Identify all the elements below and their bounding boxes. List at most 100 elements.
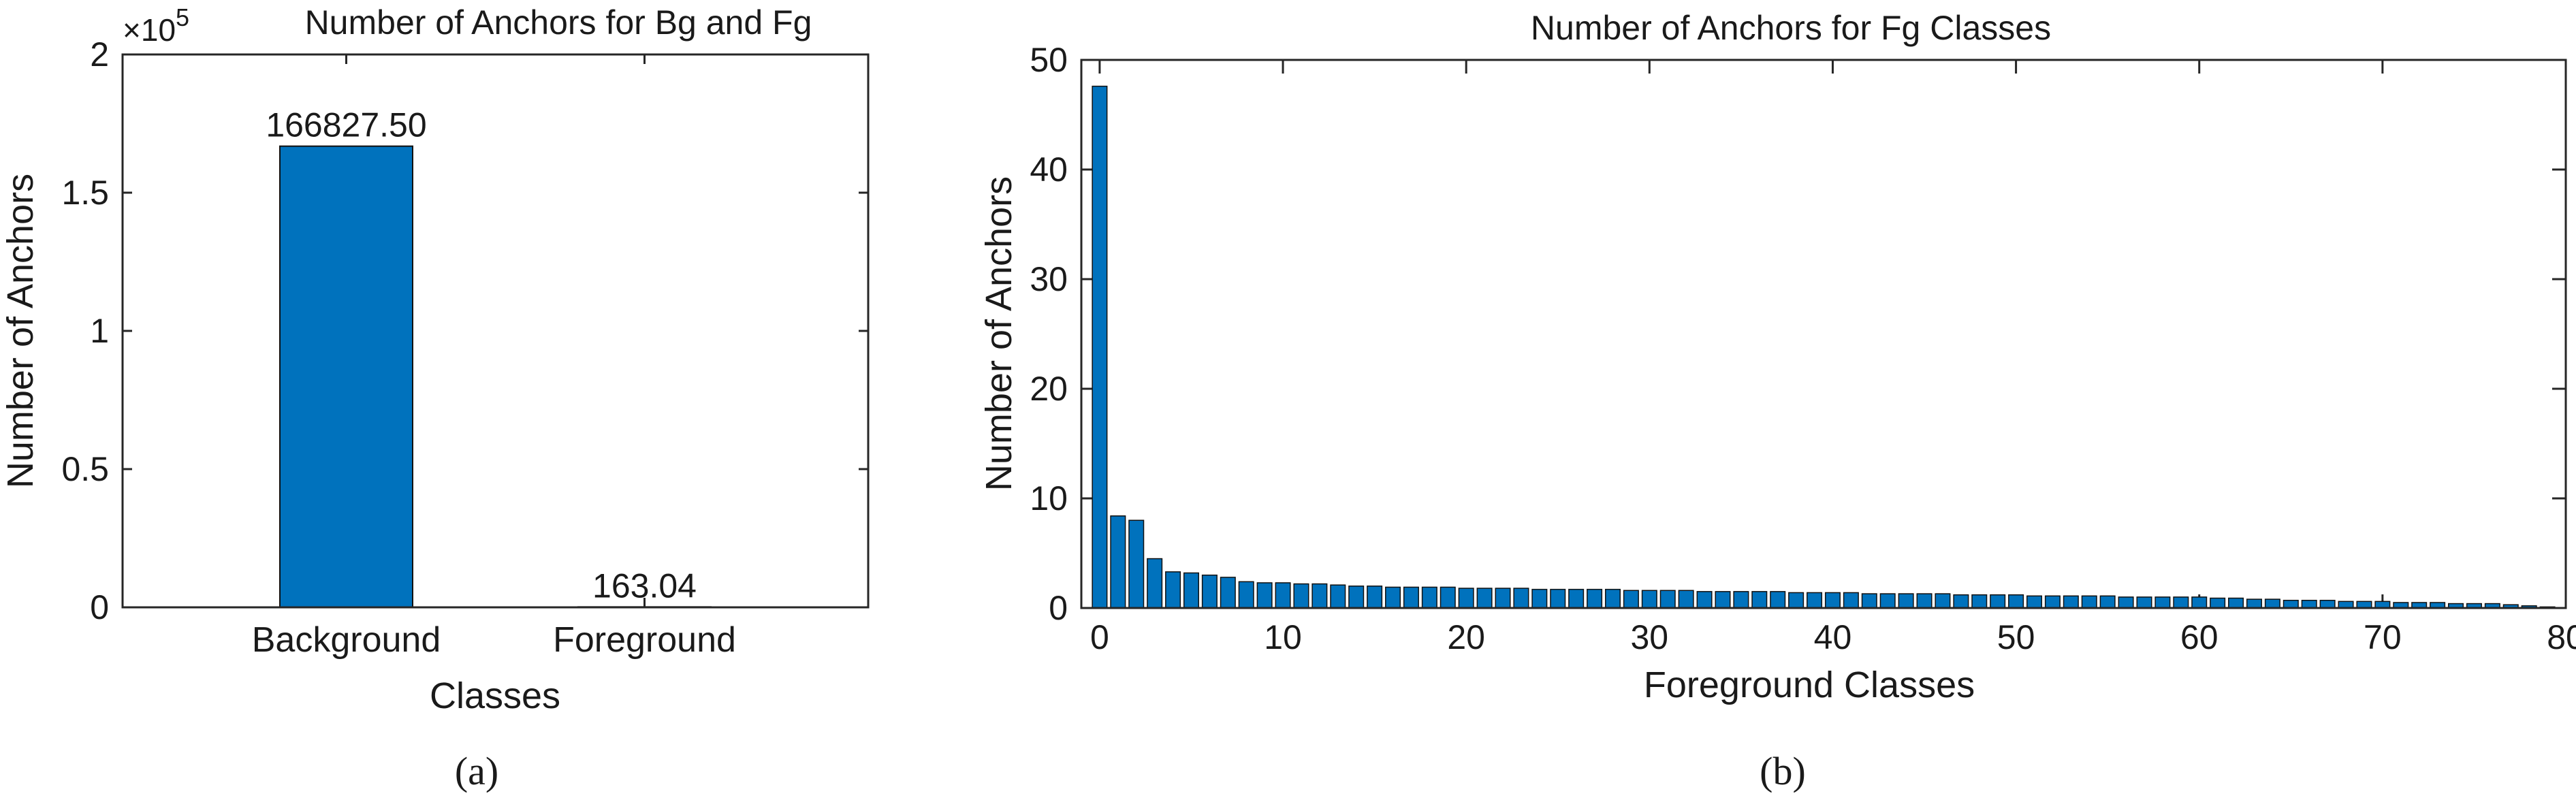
chart-b-bar — [1293, 583, 1309, 609]
chart-b-bar — [1238, 581, 1254, 609]
chart-b-bar — [1476, 588, 1493, 609]
chart-b-bar — [1256, 582, 1273, 609]
chart-b-bar — [2154, 596, 2171, 609]
chart-b-bar — [1587, 588, 1603, 609]
chart-b-bar — [1531, 588, 1548, 609]
chart-b-x-tick-label: 20 — [1447, 618, 1485, 656]
chart-b-bars — [1092, 85, 2556, 609]
chart-a-panel-caption: (a) — [455, 749, 498, 793]
chart-b-bar — [2246, 598, 2262, 609]
chart-b-bar — [1953, 594, 1969, 609]
chart-a-x-tick-label: Foreground — [553, 620, 736, 660]
chart-b-y-ticks: 0 10 20 30 40 50 — [1030, 41, 2566, 627]
chart-b-x-tick-label: 40 — [1814, 618, 1852, 656]
chart-b-bar — [1330, 584, 1346, 609]
chart-b-bar — [2228, 597, 2244, 609]
chart-b-bar — [2264, 598, 2280, 609]
chart-b-bar — [1604, 588, 1621, 609]
chart-b-bar — [1348, 586, 1365, 609]
chart-a-data-label: 163.04 — [592, 566, 697, 605]
chart-b-x-tick-label: 50 — [1997, 618, 2035, 656]
chart-b-y-tick-label: 30 — [1030, 260, 1068, 298]
chart-b-bar — [2063, 595, 2079, 609]
chart-b-bar — [1807, 592, 1823, 609]
chart-b-bar — [1275, 582, 1291, 609]
chart-b-bar — [1128, 519, 1145, 609]
chart-b-bar — [1935, 593, 1951, 609]
chart-b-axes-box — [1080, 59, 2567, 609]
chart-b-title: Number of Anchors for Fg Classes — [1531, 9, 2051, 47]
chart-b-bar — [1843, 592, 1859, 609]
chart-a-y-tick-label: 2 — [90, 35, 109, 74]
chart-b-bar — [1898, 593, 1914, 609]
chart-a-y-exponent-label: ×105 — [123, 3, 189, 48]
chart-b-bar — [1916, 593, 1933, 609]
chart-b-bar — [1458, 588, 1474, 609]
chart-b-bar — [1513, 588, 1529, 609]
chart-b-bar — [2081, 595, 2097, 609]
chart-b-bar — [1715, 591, 1731, 609]
chart-b-bar — [1147, 558, 1163, 609]
chart-b-y-axis-label: Number of Anchors — [979, 176, 1019, 491]
chart-b-bar — [2283, 599, 2299, 609]
chart-b-bar — [1678, 590, 1694, 609]
chart-b-bar — [1550, 588, 1566, 609]
chart-b-bar — [1421, 586, 1437, 609]
chart-b-bar — [1385, 586, 1401, 609]
chart-b-bar — [1165, 571, 1181, 609]
chart-b-x-tick-label: 0 — [1090, 618, 1109, 656]
chart-b-panel-caption: (b) — [1760, 749, 1806, 793]
chart-a-title: Number of Anchors for Bg and Fg — [305, 3, 812, 42]
chart-a-data-label: 166827.50 — [266, 106, 426, 144]
chart-b-bar — [1568, 588, 1585, 609]
chart-b-bar — [2044, 595, 2061, 609]
chart-b-bar — [1183, 572, 1199, 609]
chart-b-bar — [1220, 577, 1236, 609]
chart-a-x-axis-label: Classes — [430, 675, 560, 716]
chart-a-y-ticks: 0 0.5 1 1.5 2 — [61, 35, 868, 626]
panel-a-bg-fg-chart: Number of Anchors for Bg and Fg ×105 0 0.… — [0, 3, 870, 793]
chart-a-y-tick-label: 0 — [90, 588, 109, 626]
chart-b-x-tick-label: 60 — [2180, 618, 2219, 656]
chart-b-x-axis-label: Foreground Classes — [1644, 665, 1975, 705]
chart-b-bar — [2136, 596, 2152, 609]
chart-b-bar — [2008, 594, 2024, 609]
chart-b-bar — [2099, 595, 2116, 609]
chart-b-bar — [2026, 595, 2043, 609]
chart-b-bar — [1990, 594, 2006, 609]
chart-b-y-tick-label: 40 — [1030, 150, 1068, 189]
chart-b-y-tick-label: 0 — [1049, 589, 1068, 627]
panel-b-fg-classes-chart: Number of Anchors for Fg Classes 0 10 20 30… — [979, 9, 2576, 793]
chart-b-y-tick-label: 20 — [1030, 370, 1068, 408]
chart-b-bar — [1641, 590, 1657, 609]
chart-b-bar — [1824, 592, 1841, 609]
chart-b-bar — [1403, 586, 1419, 609]
chart-b-bar — [2173, 596, 2189, 609]
chart-b-bar — [2301, 599, 2317, 609]
chart-b-x-tick-label: 30 — [1631, 618, 1669, 656]
chart-b-y-tick-label: 50 — [1030, 41, 1068, 79]
chart-b-y-tick-label: 10 — [1030, 479, 1068, 517]
chart-b-bar — [1440, 586, 1456, 609]
chart-b-bar — [1696, 591, 1713, 609]
chart-b-bar — [1311, 583, 1328, 609]
chart-a-axes-box — [121, 53, 870, 609]
chart-a-x-ticks: Background Foreground — [252, 54, 736, 660]
chart-b-bar — [1879, 593, 1896, 609]
chart-a-bars — [279, 145, 712, 609]
chart-b-bar — [2319, 599, 2336, 609]
chart-a-data-labels: 166827.50 163.04 — [266, 106, 697, 605]
chart-a-bar — [279, 145, 413, 608]
chart-b-x-tick-label: 80 — [2547, 618, 2576, 656]
chart-b-bar — [1788, 592, 1804, 609]
chart-a-y-axis-label: Number of Anchors — [0, 174, 41, 488]
chart-b-bar — [1861, 593, 1877, 609]
chart-b-bar — [1751, 591, 1768, 609]
chart-b-bar — [2118, 596, 2134, 609]
chart-b-bar — [2210, 597, 2226, 609]
chart-b-bar — [1623, 590, 1639, 609]
chart-b-bar — [1092, 85, 1108, 609]
chart-b-bar — [1495, 588, 1511, 609]
chart-b-bar — [1971, 594, 1988, 609]
